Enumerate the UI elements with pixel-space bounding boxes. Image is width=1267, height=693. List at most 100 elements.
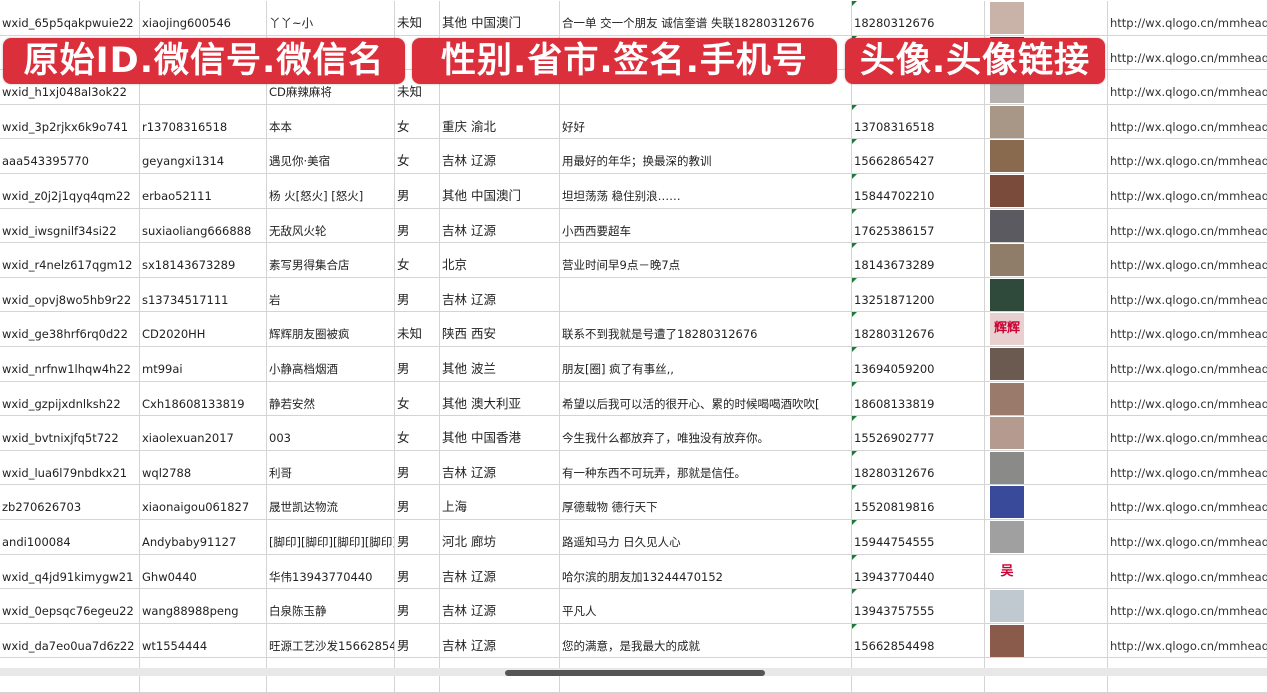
- cell-avatar[interactable]: [985, 1, 1108, 35]
- cell-avatar[interactable]: [985, 243, 1108, 277]
- cell-avatar-url[interactable]: http://wx.qlogo.cn/mmhead: [1108, 1, 1267, 35]
- cell-original-id[interactable]: wxid_r4nelz617qgm12: [0, 243, 140, 277]
- cell-region[interactable]: 吉林 辽源: [440, 589, 560, 623]
- cell-avatar[interactable]: [985, 623, 1108, 658]
- cell-phone[interactable]: 18280312676: [852, 1, 985, 35]
- cell-wechat-id[interactable]: xiaojing600546: [140, 1, 267, 35]
- cell-wechat-id[interactable]: Ghw0440: [140, 554, 267, 589]
- cell-gender[interactable]: 男: [395, 554, 440, 589]
- cell-signature[interactable]: 朋友[圈] 疯了有事丝,,: [560, 347, 852, 381]
- cell-wechat-id[interactable]: erbao52111: [140, 174, 267, 208]
- cell-avatar[interactable]: [985, 208, 1108, 243]
- cell-original-id[interactable]: wxid_lua6l79nbdkx21: [0, 450, 140, 485]
- cell-wechat-id[interactable]: geyangxi1314: [140, 139, 267, 173]
- cell-signature[interactable]: [560, 277, 852, 312]
- cell-phone[interactable]: 18143673289: [852, 243, 985, 277]
- cell-wechat-name[interactable]: 利哥: [267, 450, 395, 485]
- cell-wechat-id[interactable]: sx18143673289: [140, 243, 267, 277]
- cell-original-id[interactable]: zb270626703: [0, 485, 140, 519]
- cell-avatar-url[interactable]: http://wx.qlogo.cn/mmhead: [1108, 555, 1267, 589]
- cell-region[interactable]: 其他 澳大利亚: [440, 381, 560, 416]
- cell-wechat-id[interactable]: r13708316518: [140, 104, 267, 139]
- cell-region[interactable]: 河北 廊坊: [440, 520, 560, 554]
- cell-region[interactable]: 其他 中国澳门: [440, 174, 560, 208]
- cell-signature[interactable]: [560, 70, 852, 104]
- cell-phone[interactable]: 13251871200: [852, 277, 985, 312]
- cell-signature[interactable]: 好好: [560, 104, 852, 139]
- cell-gender[interactable]: 男: [395, 347, 440, 381]
- cell-avatar-url[interactable]: http://wx.qlogo.cn/mmhead: [1108, 312, 1267, 346]
- cell-original-id[interactable]: wxid_65p5qakpwuie22: [0, 1, 140, 35]
- cell-avatar-url[interactable]: http://wx.qlogo.cn/mmhead: [1108, 589, 1267, 623]
- cell-phone[interactable]: 18608133819: [852, 381, 985, 416]
- cell-wechat-name[interactable]: 丫丫~小: [267, 1, 395, 35]
- cell-wechat-name[interactable]: 小静高档烟酒: [267, 347, 395, 381]
- cell-signature[interactable]: 哈尔滨的朋友加13244470152: [560, 554, 852, 589]
- cell-original-id[interactable]: wxid_q4jd91kimygw21: [0, 554, 140, 589]
- cell-region[interactable]: 北京: [440, 243, 560, 277]
- cell-avatar[interactable]: [985, 589, 1108, 623]
- cell-original-id[interactable]: wxid_opvj8wo5hb9r22: [0, 277, 140, 312]
- cell-original-id[interactable]: wxid_z0j2j1qyq4qm22: [0, 174, 140, 208]
- cell-wechat-name[interactable]: 遇见你·美宿: [267, 139, 395, 173]
- cell-gender[interactable]: 男: [395, 623, 440, 658]
- cell-avatar-url[interactable]: http://wx.qlogo.cn/mmhead: [1108, 209, 1267, 243]
- cell-signature[interactable]: 厚德载物 德行天下: [560, 485, 852, 519]
- cell-gender[interactable]: 女: [395, 381, 440, 416]
- cell-signature[interactable]: 用最好的年华；换最深的教训: [560, 139, 852, 173]
- cell-gender[interactable]: 男: [395, 450, 440, 485]
- cell-region[interactable]: [440, 70, 560, 104]
- cell-gender[interactable]: 男: [395, 485, 440, 519]
- cell-wechat-id[interactable]: Andybaby91127: [140, 520, 267, 554]
- cell-wechat-id[interactable]: xiaolexuan2017: [140, 416, 267, 450]
- cell-original-id[interactable]: wxid_da7eo0ua7d6z22: [0, 623, 140, 658]
- cell-avatar[interactable]: [985, 416, 1108, 450]
- cell-gender[interactable]: 男: [395, 589, 440, 623]
- cell-region[interactable]: 吉林 辽源: [440, 277, 560, 312]
- cell-wechat-name[interactable]: 辉辉朋友圈被疯: [267, 312, 395, 346]
- cell-wechat-id[interactable]: [140, 70, 267, 104]
- cell-avatar-url[interactable]: http://wx.qlogo.cn/mmhead: [1108, 451, 1267, 485]
- cell-wechat-name[interactable]: 华伟13943770440: [267, 554, 395, 589]
- cell-wechat-id[interactable]: CD2020HH: [140, 312, 267, 346]
- cell-avatar-url[interactable]: http://wx.qlogo.cn/mmhead: [1108, 70, 1267, 104]
- cell-original-id[interactable]: wxid_bvtnixjfq5t722: [0, 416, 140, 450]
- cell-gender[interactable]: 男: [395, 520, 440, 554]
- cell-wechat-id[interactable]: mt99ai: [140, 347, 267, 381]
- scrollbar-thumb[interactable]: [505, 670, 765, 676]
- cell-avatar[interactable]: 辉辉: [985, 312, 1108, 346]
- cell-signature[interactable]: 路遥知马力 日久见人心: [560, 520, 852, 554]
- cell-wechat-id[interactable]: s13734517111: [140, 277, 267, 312]
- cell-avatar-url[interactable]: http://wx.qlogo.cn/mmhead: [1108, 382, 1267, 416]
- cell-wechat-name[interactable]: 003: [267, 416, 395, 450]
- cell-avatar-url[interactable]: http://wx.qlogo.cn/mmhead: [1108, 347, 1267, 381]
- cell-original-id[interactable]: andi100084: [0, 520, 140, 554]
- cell-avatar-url[interactable]: http://wx.qlogo.cn/mmhead: [1108, 105, 1267, 139]
- cell-wechat-name[interactable]: 杨 火[怒火] [怒火]: [267, 174, 395, 208]
- cell-gender[interactable]: 未知: [395, 70, 440, 104]
- cell-wechat-name[interactable]: 旺源工艺沙发15662854: [267, 623, 395, 658]
- cell-phone[interactable]: 15520819816: [852, 485, 985, 519]
- cell-avatar-url[interactable]: http://wx.qlogo.cn/mmhead: [1108, 624, 1267, 658]
- cell-region[interactable]: 吉林 辽源: [440, 139, 560, 173]
- cell-avatar[interactable]: [985, 174, 1108, 208]
- cell-region[interactable]: 吉林 辽源: [440, 623, 560, 658]
- cell-wechat-id[interactable]: xiaonaigou061827: [140, 485, 267, 519]
- cell-avatar[interactable]: [985, 485, 1108, 519]
- cell-signature[interactable]: 有一种东西不可玩弄，那就是信任。: [560, 450, 852, 485]
- cell-phone[interactable]: 13943770440: [852, 554, 985, 589]
- cell-avatar[interactable]: [985, 277, 1108, 312]
- cell-phone[interactable]: 15944754555: [852, 520, 985, 554]
- cell-avatar-url[interactable]: http://wx.qlogo.cn/mmhead: [1108, 278, 1267, 312]
- cell-avatar[interactable]: [985, 381, 1108, 416]
- cell-avatar-url[interactable]: http://wx.qlogo.cn/mmhead: [1108, 416, 1267, 450]
- cell-original-id[interactable]: wxid_0epsqc76egeu22: [0, 589, 140, 623]
- cell-wechat-id[interactable]: wang88988peng: [140, 589, 267, 623]
- cell-phone[interactable]: 13708316518: [852, 104, 985, 139]
- cell-wechat-id[interactable]: wt1554444: [140, 623, 267, 658]
- cell-phone[interactable]: 13694059200: [852, 347, 985, 381]
- cell-phone[interactable]: 18280312676: [852, 450, 985, 485]
- cell-region[interactable]: 其他 波兰: [440, 347, 560, 381]
- cell-region[interactable]: 吉林 辽源: [440, 450, 560, 485]
- cell-phone[interactable]: 15662854498: [852, 623, 985, 658]
